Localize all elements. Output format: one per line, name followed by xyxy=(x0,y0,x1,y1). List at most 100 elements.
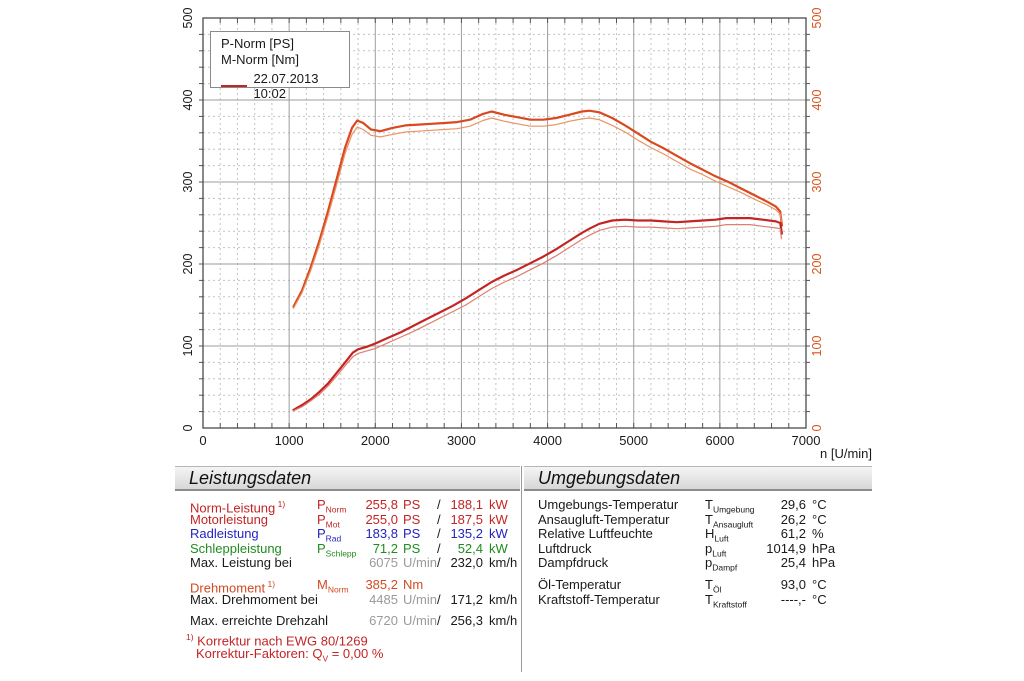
row-value-1: 29,6 xyxy=(780,497,806,512)
x-tick-label: 7000 xyxy=(791,433,821,448)
footnote2-pre: Korrektur-Faktoren: Q xyxy=(196,646,323,661)
table-row: Luftdruck pLuft 1014,9 hPa xyxy=(522,540,872,559)
row-unit-1: °C xyxy=(812,591,827,607)
x-axis-title: n [U/min] xyxy=(819,446,872,461)
curve-3 xyxy=(292,224,783,412)
row-unit-2: km/h xyxy=(489,555,518,571)
row-unit-1: U/min xyxy=(403,591,437,607)
row-value-2: 52,4 xyxy=(457,540,483,556)
row-slash: / xyxy=(437,497,441,512)
row-value-1: 71,2 xyxy=(372,540,398,556)
power-torque-chart xyxy=(199,17,810,429)
row-symbol: TÖl xyxy=(705,577,722,595)
footnote-factors: Korrektur-Faktoren: QV = 0,00 % xyxy=(196,646,383,664)
row-value-1: ----,- xyxy=(780,591,806,607)
row-unit-1: Nm xyxy=(403,577,424,592)
umgebungsdaten-header: Umgebungsdaten xyxy=(524,466,872,491)
x-tick-label: 1000 xyxy=(274,433,304,448)
row-slash: / xyxy=(437,555,441,571)
row-label: Radleistung xyxy=(190,526,259,542)
table-row: Dampfdruck pDampf 25,4 hPa xyxy=(522,555,872,573)
curve-2 xyxy=(292,217,784,412)
symbol-subscript: Schlepp xyxy=(325,548,357,559)
row-symbol: PSchlepp xyxy=(317,540,357,559)
row-unit-2: kW xyxy=(489,497,508,512)
chart-legend: P-Norm [PS] M-Norm [Nm] 22.07.2013 10:02 xyxy=(210,31,350,101)
legend-run-date: 22.07.2013 10:02 xyxy=(253,71,319,101)
row-label: Max. erreichte Drehzahl xyxy=(190,613,328,629)
y-tick-label: 500 xyxy=(810,7,824,29)
row-unit-1: PS xyxy=(403,540,421,556)
umgebungsdaten-title: Umgebungsdaten xyxy=(538,468,681,488)
symbol-subscript: Kraftstoff xyxy=(712,599,747,610)
row-label: Ansaugluft-Temperatur xyxy=(538,511,670,527)
row-symbol: TAnsaugluft xyxy=(705,511,754,530)
row-value-1: 1014,9 xyxy=(766,540,806,556)
row-symbol: PRad xyxy=(317,526,342,544)
y-tick-label: 100 xyxy=(181,335,195,357)
row-unit-2: km/h xyxy=(489,613,518,629)
leistungsdaten-table: Norm-Leistung 1) PNorm 255,8 PS/188,1 kW Moto… xyxy=(175,497,520,667)
row-unit-1: PS xyxy=(403,497,421,512)
row-value-2: 171,2 xyxy=(450,591,483,607)
row-unit-1: PS xyxy=(403,511,421,527)
footnote-correction: 1) Korrektur nach EWG 80/1269 xyxy=(186,632,368,648)
table-row: Norm-Leistung 1) PNorm 255,8 PS / 188,1 kW xyxy=(175,497,520,515)
row-value-1: 25,4 xyxy=(780,555,806,571)
row-value-2: 256,3 xyxy=(450,613,483,629)
row-symbol: PMot xyxy=(317,511,340,530)
x-tick-label: 4000 xyxy=(533,433,563,448)
row-label: Schleppleistung xyxy=(190,540,282,556)
table-row: Umgebungs-Temperatur TUmgebung 29,6 °C xyxy=(522,497,872,515)
footnote-text: Korrektur nach EWG 80/1269 xyxy=(193,633,368,649)
row-value-2: 232,0 xyxy=(450,555,483,571)
y-tick-label: 300 xyxy=(181,171,195,193)
row-value-1: 255,0 xyxy=(365,511,398,527)
table-row: Schleppleistung PSchlepp 71,2 PS / 52,4 kW xyxy=(175,540,520,559)
legend-line-swatch xyxy=(221,85,248,87)
symbol-subscript: Umgebung xyxy=(712,504,755,515)
symbol-subscript: Dampf xyxy=(712,562,738,573)
y-tick-label: 200 xyxy=(810,253,824,275)
table-row: Radleistung PRad 183,8 PS / 135,2 kW xyxy=(175,526,520,544)
row-unit-2: kW xyxy=(489,511,508,527)
row-value-1: 6075 xyxy=(369,555,398,571)
row-label: Öl-Temperatur xyxy=(538,577,622,592)
row-symbol: PNorm xyxy=(317,497,347,515)
row-symbol: TUmgebung xyxy=(705,497,755,515)
x-tick-label: 0 xyxy=(199,433,207,448)
row-value-1: 26,2 xyxy=(780,511,806,527)
row-value-1: 6720 xyxy=(369,613,398,629)
row-unit-1: °C xyxy=(812,577,827,592)
table-divider xyxy=(521,466,522,672)
row-label: Dampfdruck xyxy=(538,555,609,571)
row-label: Max. Drehmoment bei xyxy=(190,591,318,607)
row-value-2: 187,5 xyxy=(450,511,483,527)
row-unit-1: PS xyxy=(403,526,421,542)
row-slash: / xyxy=(437,540,441,556)
x-tick-label: 2000 xyxy=(360,433,390,448)
footnote2-sub: V xyxy=(322,653,329,664)
footnote2-post: = 0,00 % xyxy=(328,646,384,661)
umgebungsdaten-table: Umgebungs-Temperatur TUmgebung 29,6 °C Ansau… xyxy=(522,497,872,667)
row-unit-2: kW xyxy=(489,526,508,542)
x-tick-label: 3000 xyxy=(446,433,476,448)
row-symbol: pDampf xyxy=(705,555,738,573)
legend-entry-torque: M-Norm [Nm] xyxy=(221,52,299,67)
y-tick-label: 0 xyxy=(181,424,195,432)
row-label: Kraftstoff-Temperatur xyxy=(538,591,660,607)
legend-run: 22.07.2013 10:02 xyxy=(221,71,349,101)
footnote-sup: 1) xyxy=(186,632,194,642)
y-tick-label: 500 xyxy=(181,7,195,29)
y-tick-label: 300 xyxy=(810,171,824,193)
table-row: Öl-Temperatur TÖl 93,0 °C xyxy=(522,577,872,595)
leistungsdaten-header: Leistungsdaten xyxy=(175,466,520,491)
symbol-subscript: Rad xyxy=(325,533,342,544)
table-row: Max. erreichte Drehzahl 6720 U/min/ 256,3 km… xyxy=(175,613,520,628)
symbol-subscript: Norm xyxy=(325,504,347,515)
symbol-subscript: Mot xyxy=(325,519,340,530)
row-value-2: 135,2 xyxy=(450,526,483,542)
row-unit-1: hPa xyxy=(812,555,836,571)
row-unit-1: hPa xyxy=(812,540,836,556)
